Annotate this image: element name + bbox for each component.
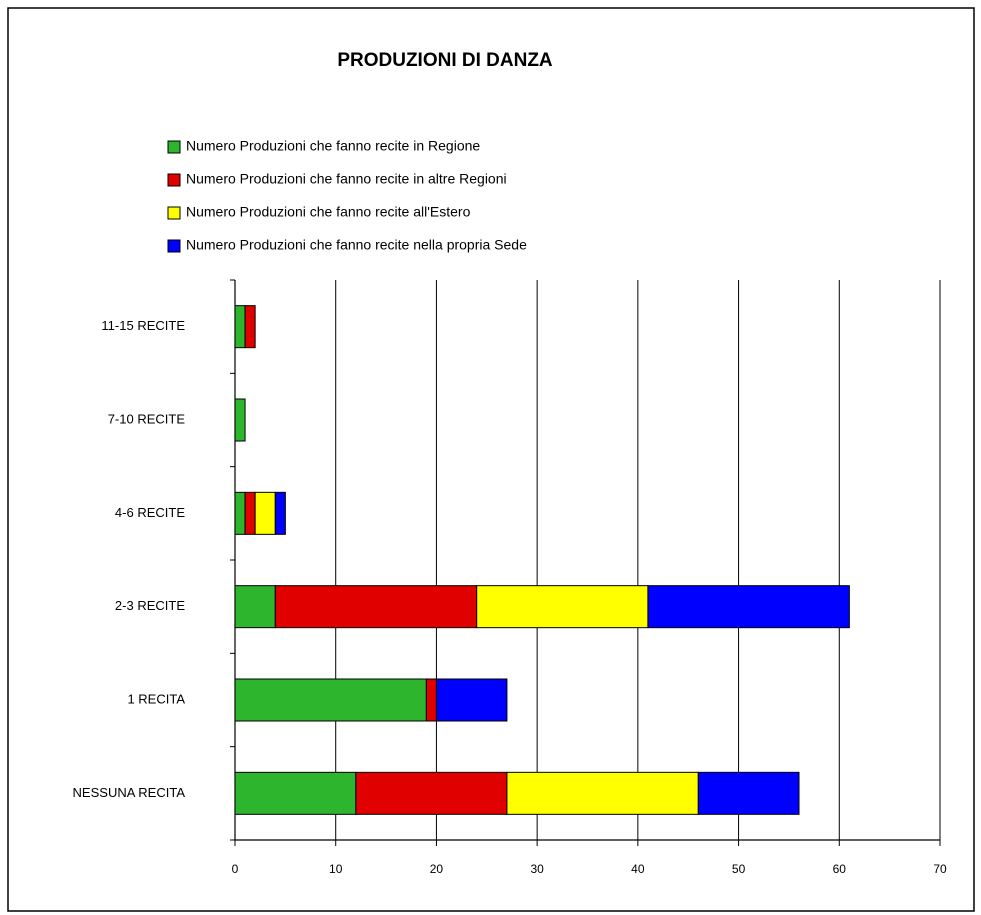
legend-swatch (167, 173, 181, 187)
chart-title: PRODUZIONI DI DANZA (337, 50, 553, 71)
bar-segment (234, 585, 276, 629)
legend-swatch (167, 140, 181, 154)
bar-segment (234, 771, 357, 815)
legend-swatch (167, 206, 181, 220)
y-tick-label: 7-10 RECITE (108, 411, 186, 426)
bar-segment (355, 771, 508, 815)
bar-segment (234, 678, 427, 722)
y-tick-label: NESSUNA RECITA (73, 785, 186, 800)
legend-label: Numero Produzioni che fanno recite nella… (186, 237, 527, 253)
x-tick-label: 30 (530, 862, 544, 876)
bar-segment (244, 491, 256, 535)
y-tick-label: 2-3 RECITE (115, 598, 185, 613)
bar-segment (647, 585, 850, 629)
bar-segment (425, 678, 437, 722)
y-tick-label: 4-6 RECITE (115, 505, 185, 520)
bar-segment (274, 585, 478, 629)
legend-swatch (167, 239, 181, 253)
bar-segment (506, 771, 699, 815)
x-tick-label: 10 (329, 862, 343, 876)
legend-label: Numero Produzioni che fanno recite in al… (186, 171, 507, 187)
bar-segment (254, 491, 276, 535)
y-tick-label: 1 RECITA (127, 691, 185, 706)
x-tick-label: 20 (430, 862, 444, 876)
bar-segment (234, 491, 246, 535)
bar-segment (476, 585, 649, 629)
chart-border (7, 7, 975, 912)
legend-label: Numero Produzioni che fanno recite in Re… (186, 138, 480, 154)
bar-segment (274, 491, 286, 535)
bar-segment (234, 398, 246, 442)
x-tick-label: 50 (732, 862, 746, 876)
x-tick-label: 40 (631, 862, 645, 876)
x-tick-label: 60 (833, 862, 847, 876)
x-tick-label: 70 (933, 862, 947, 876)
bar-segment (234, 305, 246, 349)
legend-label: Numero Produzioni che fanno recite all'E… (186, 204, 471, 220)
y-tick-label: 11-15 RECITE (101, 318, 185, 333)
x-tick-label: 0 (232, 862, 239, 876)
bar-segment (697, 771, 800, 815)
bar-segment (435, 678, 508, 722)
bar-segment (244, 305, 256, 349)
